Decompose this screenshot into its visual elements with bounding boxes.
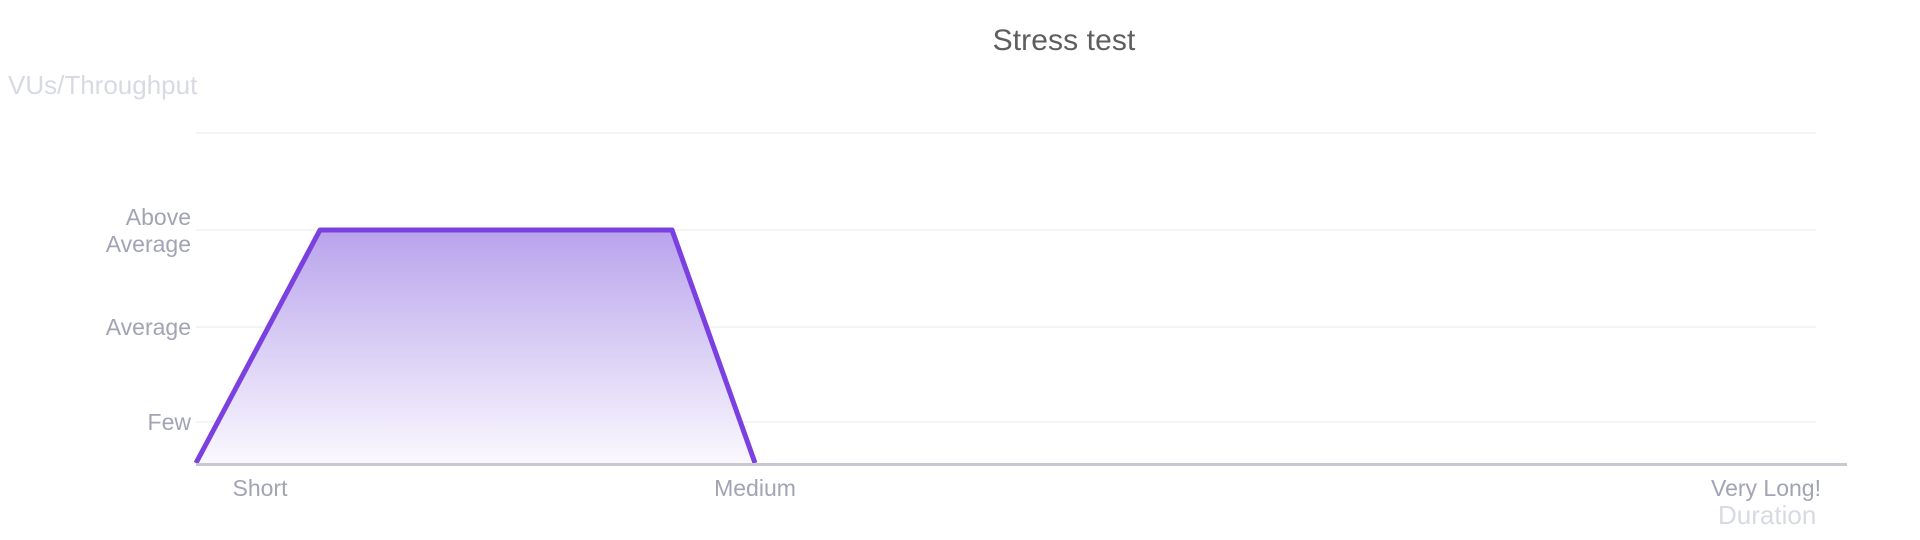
x-tick-medium: Medium [714,475,796,501]
x-tick-short: Short [232,475,288,501]
y-axis-title: VUs/Throughput [8,70,198,100]
chart-title: Stress test [0,24,1920,58]
x-axis-title: Duration [1718,500,1817,530]
x-axis-line [196,463,1847,466]
series-line [193,227,758,465]
x-tick-very-long: Very Long! [1711,475,1821,501]
series-area [196,230,755,463]
gridline-top [196,132,1816,134]
gridline-average [196,326,1816,328]
chart-title-text: Stress test [992,24,1136,57]
gridline-few [196,421,1816,423]
gridline-above-average [196,229,1816,231]
y-tick-above-average: Above Average [105,204,191,257]
y-tick-average: Average [105,314,191,340]
y-tick-few: Few [147,409,191,435]
